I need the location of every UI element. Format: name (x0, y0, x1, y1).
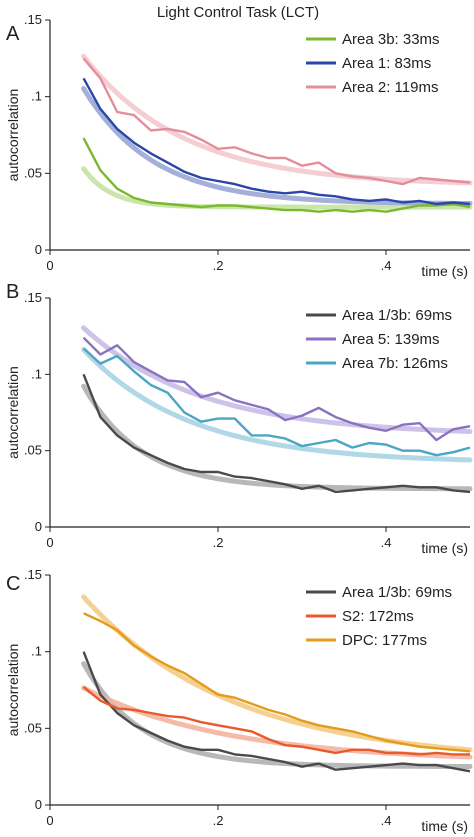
x-tick-label: 0 (46, 813, 53, 828)
fit-curve-2 (81, 86, 473, 206)
series-line-3 (82, 57, 471, 186)
y-tick-label: .05 (24, 443, 42, 458)
y-axis-label: autocorrelation (5, 644, 21, 737)
x-axis-label: time (s) (421, 540, 468, 556)
y-tick-label: 0 (35, 797, 42, 812)
panels: A 0 .05 .1 .15 0 .2 .4 time (s) autocorrelation Ar… (5, 12, 473, 834)
y-tick-label: .1 (31, 644, 42, 659)
panel-c: C 0 .05 .1 .15 0 .2 .4 time (s) autocorrelation Ar… (5, 567, 473, 834)
series-line-3 (83, 612, 471, 753)
panel-letter: A (6, 23, 20, 45)
y-tick-label: 0 (35, 519, 42, 534)
series-line-1 (82, 651, 471, 773)
series-line-2 (82, 336, 471, 442)
y-axis-label: autocorrelation (5, 89, 21, 182)
y-tick-label: .05 (24, 720, 42, 735)
series-line-1 (82, 373, 471, 494)
legend-label-1: Area 1/3b: 69ms (342, 584, 452, 601)
legend-label-3: DPC: 177ms (342, 632, 427, 649)
y-tick-label: 0 (35, 242, 42, 257)
panel-letter: C (6, 573, 20, 595)
x-tick-label: .4 (381, 535, 392, 550)
y-axis-label: autocorrelation (5, 366, 21, 459)
x-tick-label: .4 (381, 258, 392, 273)
y-tick-label: .15 (24, 290, 42, 305)
legend-label-1: Area 3b: 33ms (342, 31, 440, 48)
x-tick-label: .2 (213, 813, 224, 828)
panel-letter: B (6, 281, 19, 303)
panel-b: B 0 .05 .1 .15 0 .2 .4 time (s) autocorrelation Ar… (5, 281, 473, 556)
legend-label-3: Area 2: 119ms (342, 79, 438, 96)
panel-a: A 0 .05 .1 .15 0 .2 .4 time (s) autocorrelation Ar… (5, 12, 473, 279)
x-tick-label: 0 (46, 535, 53, 550)
series-line-3 (82, 347, 471, 457)
x-axis-label: time (s) (421, 263, 468, 279)
legend-label-3: Area 7b: 126ms (342, 355, 448, 372)
x-tick-label: .2 (213, 535, 224, 550)
series-line-2 (82, 77, 471, 206)
series-line-2 (82, 685, 470, 756)
x-tick-label: .4 (381, 813, 392, 828)
figure-title: Light Control Task (LCT) (157, 4, 319, 21)
legend-label-1: Area 1/3b: 69ms (342, 307, 452, 324)
y-tick-label: .05 (24, 165, 42, 180)
x-tick-label: 0 (46, 258, 53, 273)
x-tick-label: .2 (213, 258, 224, 273)
y-tick-label: .15 (24, 12, 42, 27)
y-tick-label: .15 (24, 567, 42, 582)
legend-label-2: Area 1: 83ms (342, 55, 431, 72)
series-line-1 (82, 137, 471, 213)
fit-curve-2 (81, 685, 473, 760)
legend-label-2: S2: 172ms (342, 608, 414, 625)
fit-curve-3 (81, 53, 473, 186)
fit-curve-3 (81, 347, 473, 463)
legend-label-2: Area 5: 139ms (342, 331, 440, 348)
y-tick-label: .1 (31, 366, 42, 381)
y-tick-label: .1 (31, 89, 42, 104)
x-axis-label: time (s) (421, 818, 468, 834)
